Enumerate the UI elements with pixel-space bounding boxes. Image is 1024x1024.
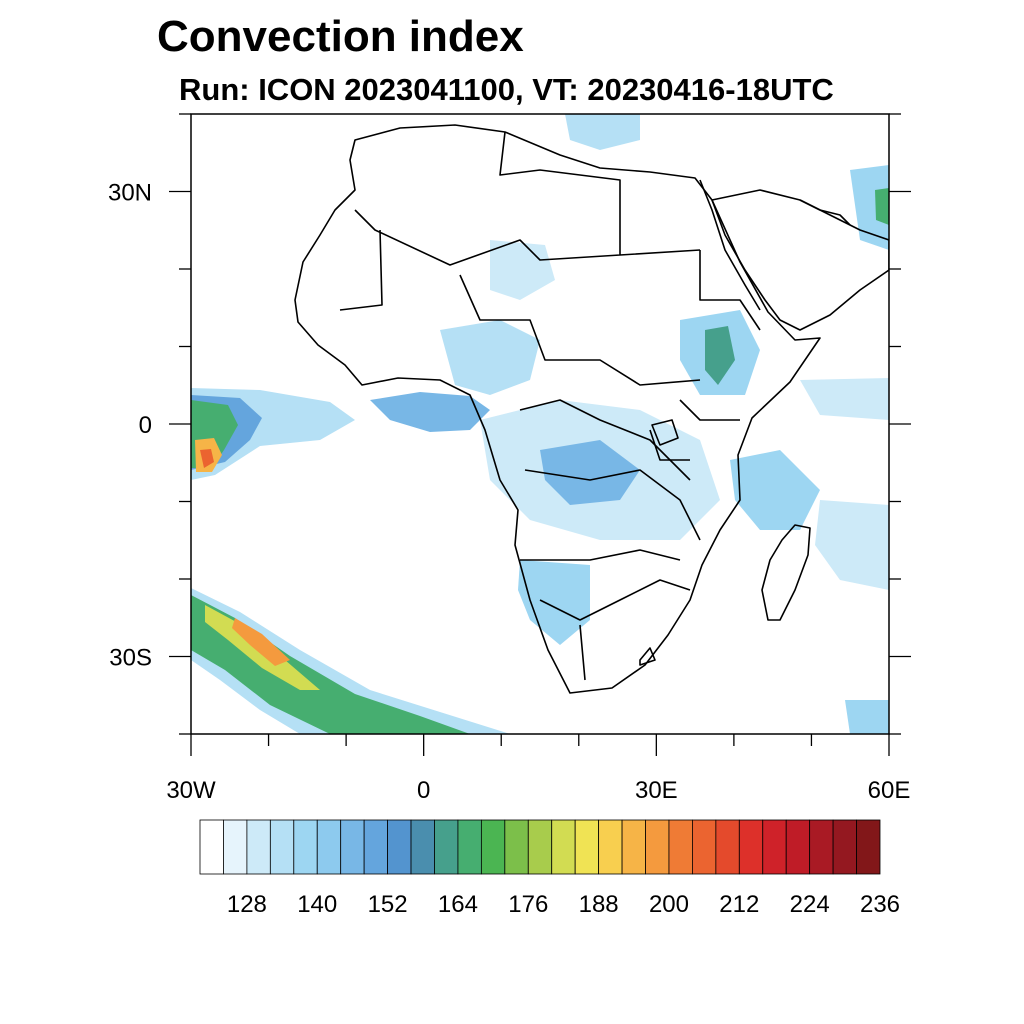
colorbar-swatch xyxy=(223,819,248,875)
y-tick-label: 0 xyxy=(139,412,152,439)
colorbar-swatch xyxy=(668,819,693,875)
field-sahel xyxy=(490,240,555,300)
colorbar-swatch xyxy=(574,819,600,875)
lake-victoria xyxy=(651,419,679,446)
colorbar-tick-label: 152 xyxy=(368,891,408,918)
field-southern-africa xyxy=(518,560,590,645)
field-indian-ocean-2 xyxy=(730,450,820,530)
colorbar-swatch xyxy=(527,819,553,875)
colorbar-swatch xyxy=(199,819,224,875)
colorbar-swatch xyxy=(410,819,435,875)
field-central-africa-mid xyxy=(540,440,640,505)
field-mediterranean xyxy=(565,114,640,150)
colorbar-swatch xyxy=(856,819,881,875)
borders-north xyxy=(339,131,701,311)
field-south-atlantic-mid xyxy=(191,595,470,734)
caspian-red-sea xyxy=(699,179,761,311)
field-ethiopia-high xyxy=(705,326,735,385)
field-arabia-east-core xyxy=(875,188,889,225)
field-southern-ocean-east xyxy=(845,700,889,734)
africa-coastline xyxy=(294,124,821,694)
colorbar-swatch xyxy=(785,819,811,875)
field-south-atlantic-core xyxy=(232,618,290,666)
colorbar-swatch xyxy=(645,819,670,875)
colorbar-swatch xyxy=(434,819,459,875)
colorbar-swatch xyxy=(809,819,834,875)
x-tick-label: 0 xyxy=(417,777,430,804)
colorbar-swatch xyxy=(715,819,740,875)
colorbar-tick-label: 224 xyxy=(790,891,830,918)
colorbar-tick-label: 176 xyxy=(508,891,548,918)
colorbar-swatch xyxy=(692,819,717,875)
gulf-coast xyxy=(799,199,851,226)
colorbar-swatch xyxy=(387,819,412,875)
colorbar-tick-label: 128 xyxy=(227,891,267,918)
colorbar-tick-label: 140 xyxy=(297,891,337,918)
colorbar-swatch xyxy=(621,819,646,875)
x-tick-label: 30W xyxy=(166,777,216,804)
field-equatorial-atlantic-peak xyxy=(200,449,214,468)
borders-south xyxy=(539,579,691,681)
colorbar-tick-label: 200 xyxy=(649,891,689,918)
chart-subtitle: Run: ICON 2023041100, VT: 20230416-18UTC xyxy=(179,72,834,107)
axes: 30W 0 30E 60E 30N 0 30S xyxy=(108,113,911,804)
colorbar-swatch xyxy=(480,819,506,875)
colorbar-tick-label: 212 xyxy=(719,891,759,918)
colorbar-tick-label: 236 xyxy=(860,891,900,918)
field-indian-ocean-1 xyxy=(800,378,889,420)
colorbar-swatch xyxy=(363,819,388,875)
colorbar-swatch xyxy=(598,819,623,875)
madagascar-coastline xyxy=(761,524,811,621)
field-west-africa-1 xyxy=(440,320,540,395)
colorbar-swatch xyxy=(738,819,764,875)
borders-east xyxy=(649,250,761,461)
borders-central xyxy=(459,274,701,561)
coastlines xyxy=(294,124,889,694)
field-gulf-of-guinea xyxy=(370,392,490,432)
colorbar-swatch xyxy=(762,819,787,875)
colorbar-swatch xyxy=(551,819,576,875)
field-indian-ocean-3 xyxy=(815,500,889,590)
x-tick-label: 60E xyxy=(868,777,911,804)
colorbar-swatch xyxy=(832,819,857,875)
x-tick-label: 30E xyxy=(635,777,678,804)
field-arabia-east xyxy=(850,165,889,250)
colorbar-swatch xyxy=(246,819,271,875)
y-tick-label: 30N xyxy=(108,180,152,207)
colorbar-swatch xyxy=(504,819,529,875)
colorbar-swatch xyxy=(293,819,318,875)
colorbar-swatch xyxy=(316,819,342,875)
colorbar-swatch xyxy=(269,819,295,875)
chart-title: Convection index xyxy=(157,12,524,61)
colorbar-swatch xyxy=(340,819,365,875)
colorbar-swatch xyxy=(457,819,482,875)
colorbar-tick-label: 164 xyxy=(438,891,478,918)
colorbar-tick-label: 188 xyxy=(579,891,619,918)
convection-field xyxy=(191,114,889,734)
y-tick-label: 30S xyxy=(109,645,152,672)
colorbar: 128 140 152 164 176 188 200 212 224 236 xyxy=(199,819,900,918)
